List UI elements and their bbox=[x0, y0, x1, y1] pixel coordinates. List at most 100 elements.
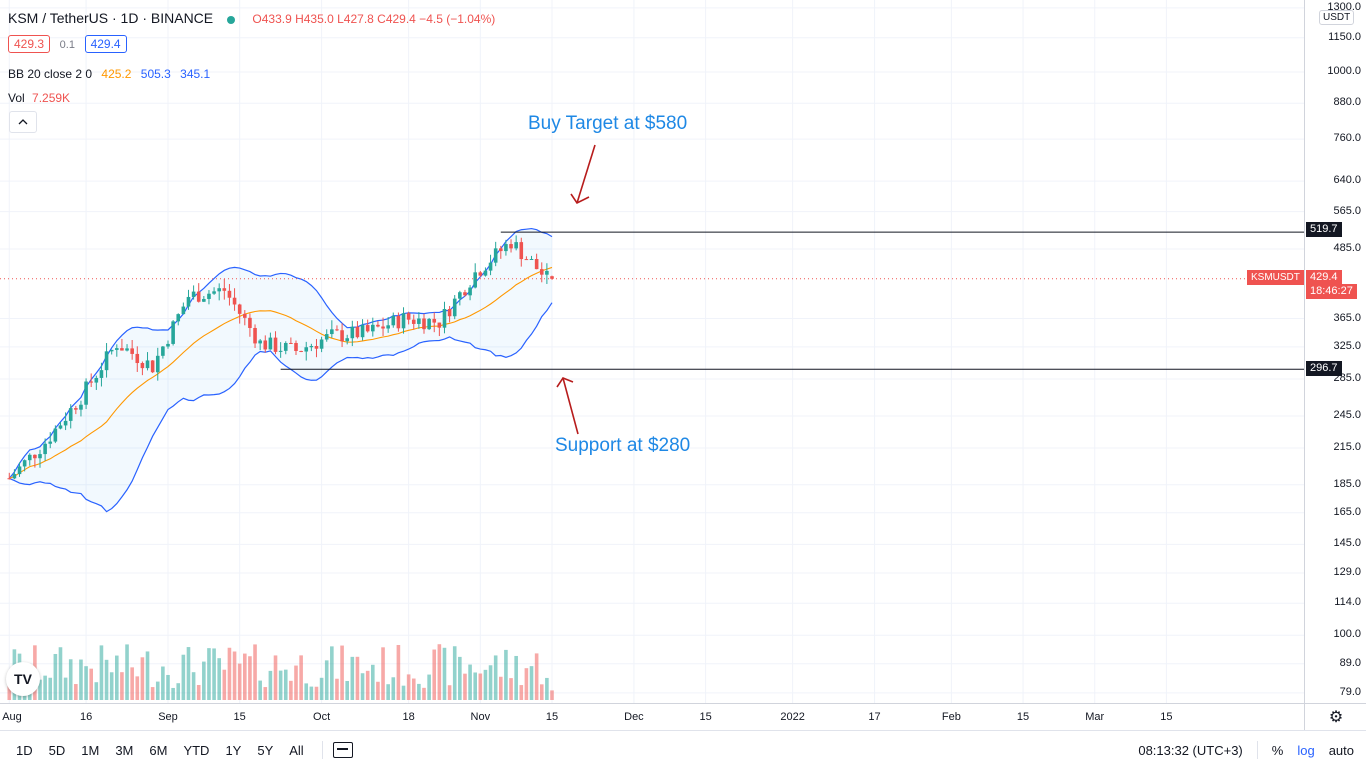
candle-body bbox=[432, 318, 437, 323]
volume-bar bbox=[509, 678, 513, 700]
candle-body bbox=[514, 242, 518, 249]
price-axis[interactable]: USDT 1300.0 1150.0 1000.0 880.0 760.0 640.0 56… bbox=[1304, 0, 1366, 703]
candle-body bbox=[120, 348, 124, 351]
volume-bar bbox=[191, 672, 196, 700]
volume-bar bbox=[176, 683, 181, 700]
candle-body bbox=[299, 350, 303, 352]
volume-bar bbox=[68, 659, 73, 700]
volume-bar bbox=[514, 655, 518, 700]
time-axis[interactable]: Aug 16 Sep 15 Oct 18 Nov 15 Dec 15 2022 17 Feb 15 Mar 1… bbox=[0, 703, 1304, 730]
bb-legend[interactable]: BB 20 close 2 0 425.2 505.3 345.1 bbox=[8, 67, 210, 81]
time-tick-label: 18 bbox=[402, 711, 415, 723]
volume-bar bbox=[150, 687, 155, 700]
volume-bar bbox=[309, 686, 314, 700]
candle-body bbox=[273, 337, 278, 352]
candle-body bbox=[196, 291, 201, 302]
volume-bar bbox=[120, 672, 124, 700]
candle-body bbox=[524, 259, 529, 261]
sell-button[interactable]: 429.3 bbox=[8, 35, 51, 53]
candle-body bbox=[12, 474, 17, 479]
candle-body bbox=[222, 288, 227, 291]
volume-bar bbox=[355, 656, 360, 700]
timeframe-all-button[interactable]: All bbox=[289, 742, 304, 758]
volume-bar bbox=[350, 656, 355, 700]
percent-toggle[interactable]: % bbox=[1271, 742, 1284, 758]
right-tools: 08:13:32 (UTC+3) % log auto bbox=[1138, 741, 1366, 759]
candle-body bbox=[478, 272, 483, 276]
symbol-title[interactable]: KSM / TetherUS · 1D · BINANCE bbox=[8, 10, 214, 26]
volume-bar bbox=[524, 668, 529, 700]
buy-button[interactable]: 429.4 bbox=[84, 35, 127, 53]
ohlc-values: O433.9 H435.0 L427.8 C429.4 −4.5 (−1.04%… bbox=[252, 12, 496, 26]
candle-body bbox=[417, 318, 421, 324]
volume-bar bbox=[550, 690, 554, 700]
volume-bar bbox=[74, 684, 78, 700]
clock-timezone[interactable]: 08:13:32 (UTC+3) bbox=[1138, 742, 1243, 758]
price-tick-label: 185.0 bbox=[1333, 477, 1361, 490]
timeframe-3m-button[interactable]: 3M bbox=[115, 742, 134, 758]
candle-body bbox=[212, 291, 216, 294]
candle-body bbox=[355, 326, 360, 338]
candle-body bbox=[365, 325, 370, 332]
market-status-dot bbox=[226, 15, 235, 24]
candle-body bbox=[529, 259, 534, 261]
volume-bar bbox=[488, 665, 493, 700]
candle-body bbox=[53, 428, 58, 442]
support-annotation[interactable]: Support at $280 bbox=[555, 435, 691, 456]
volume-bar bbox=[360, 673, 365, 700]
volume-bar bbox=[43, 675, 47, 700]
timeframe-5y-button[interactable]: 5Y bbox=[257, 742, 274, 758]
candle-body bbox=[283, 342, 288, 351]
candle-body bbox=[376, 324, 380, 327]
candle-body bbox=[89, 381, 93, 383]
price-chart[interactable]: KSM / TetherUS · 1D · BINANCE O433.9 H43… bbox=[0, 0, 1304, 703]
timeframe-ytd-button[interactable]: YTD bbox=[183, 742, 210, 758]
candle-body bbox=[468, 287, 472, 296]
auto-toggle[interactable]: auto bbox=[1328, 742, 1354, 758]
timeframe-1y-button[interactable]: 1Y bbox=[225, 742, 242, 758]
candle-body bbox=[79, 404, 83, 410]
chevron-up-icon[interactable] bbox=[9, 111, 37, 133]
candle-body bbox=[463, 292, 467, 296]
volume-bar bbox=[442, 647, 447, 700]
candle-body bbox=[227, 290, 232, 298]
bb-lower-value: 345.1 bbox=[180, 67, 211, 81]
candle-body bbox=[545, 270, 549, 275]
currency-label[interactable]: USDT bbox=[1319, 10, 1355, 25]
volume-bar bbox=[386, 684, 390, 700]
candle-body bbox=[186, 296, 191, 307]
volume-bar bbox=[304, 683, 309, 700]
volume-bar bbox=[63, 677, 68, 700]
volume-bar bbox=[401, 685, 406, 700]
log-toggle[interactable]: log bbox=[1297, 742, 1315, 758]
volume-legend[interactable]: Vol 7.259K bbox=[8, 91, 70, 105]
volume-bar bbox=[115, 655, 119, 700]
candle-body bbox=[309, 345, 314, 348]
volume-bar bbox=[340, 645, 344, 700]
time-tick-label: Dec bbox=[624, 711, 644, 723]
timeframe-5d-button[interactable]: 5D bbox=[48, 742, 66, 758]
buy-target-annotation[interactable]: Buy Target at $580 bbox=[528, 113, 688, 134]
volume-bar bbox=[529, 666, 534, 700]
volume-bar bbox=[406, 674, 411, 700]
timeframe-6m-button[interactable]: 6M bbox=[149, 742, 168, 758]
candle-body bbox=[161, 346, 165, 356]
time-tick-label: 15 bbox=[699, 711, 712, 723]
volume-bar bbox=[335, 678, 339, 700]
volume-bar bbox=[519, 685, 524, 700]
volume-bar bbox=[48, 677, 53, 700]
tradingview-logo[interactable]: TV bbox=[6, 662, 40, 696]
volume-bar bbox=[289, 680, 293, 700]
volume-bar bbox=[202, 661, 206, 700]
candle-body bbox=[17, 466, 22, 475]
timeframe-1d-button[interactable]: 1D bbox=[16, 742, 33, 758]
candle-body bbox=[350, 326, 355, 339]
candle-body bbox=[58, 425, 63, 429]
gear-icon[interactable]: ⚙ bbox=[1304, 703, 1366, 730]
calendar-range-icon[interactable] bbox=[332, 742, 353, 758]
timeframe-1m-button[interactable]: 1M bbox=[81, 742, 100, 758]
time-tick-label: 2022 bbox=[780, 711, 805, 723]
volume-bar bbox=[463, 673, 467, 700]
chart-canvas[interactable] bbox=[0, 0, 1304, 703]
time-tick-label: 16 bbox=[79, 711, 93, 723]
